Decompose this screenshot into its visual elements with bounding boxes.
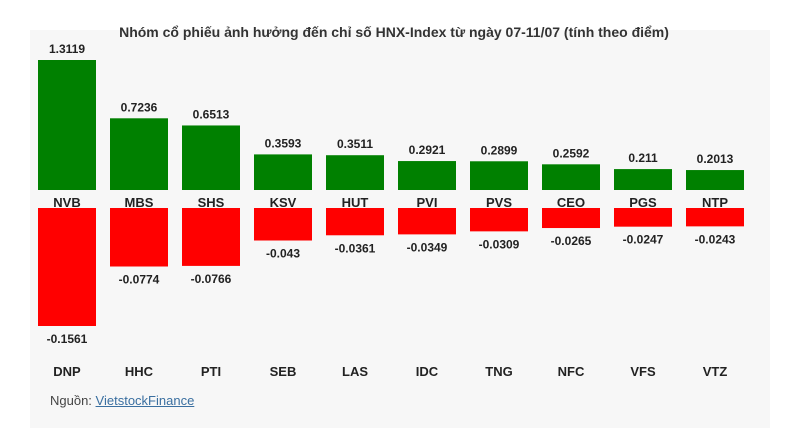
positive-bar <box>182 125 240 190</box>
positive-value-label: 0.211 <box>628 151 658 165</box>
negative-category-label: NFC <box>558 364 585 379</box>
positive-bar <box>38 60 96 190</box>
positive-category-label: PGS <box>629 195 657 210</box>
negative-category-label: DNP <box>53 364 81 379</box>
negative-category-label: TNG <box>485 364 512 379</box>
positive-bar <box>686 170 744 190</box>
negative-category-label: PTI <box>201 364 221 379</box>
source-line: Nguồn: VietstockFinance <box>50 393 194 408</box>
negative-bar <box>542 208 600 229</box>
negative-bar <box>182 208 240 266</box>
positive-bar <box>542 164 600 190</box>
positive-category-label: NTP <box>702 195 728 210</box>
positive-bar <box>326 155 384 190</box>
negative-value-label: -0.0309 <box>479 237 520 251</box>
negative-category-label: VFS <box>630 364 656 379</box>
positive-category-label: CEO <box>557 195 585 210</box>
negative-category-label: HHC <box>125 364 154 379</box>
negative-value-label: -0.043 <box>266 247 300 261</box>
positive-bar <box>614 169 672 190</box>
negative-value-label: -0.0349 <box>407 240 448 254</box>
negative-value-label: -0.0361 <box>335 241 376 255</box>
positive-category-label: PVS <box>486 195 512 210</box>
negative-value-label: -0.0774 <box>119 273 160 287</box>
positive-value-label: 0.2899 <box>481 143 518 157</box>
negative-bar <box>254 208 312 241</box>
negative-value-label: -0.0766 <box>191 272 232 286</box>
positive-value-label: 0.7236 <box>121 100 158 114</box>
positive-category-label: MBS <box>125 195 154 210</box>
negative-value-label: -0.0247 <box>623 233 664 247</box>
negative-bar <box>110 208 168 267</box>
positive-bar <box>398 161 456 190</box>
positive-bar <box>110 118 168 190</box>
negative-category-label: VTZ <box>703 364 728 379</box>
negative-bar <box>614 208 672 227</box>
negative-category-label: IDC <box>416 364 439 379</box>
positive-value-label: 0.6513 <box>193 107 230 121</box>
positive-category-label: KSV <box>270 195 297 210</box>
negative-category-label: LAS <box>342 364 368 379</box>
positive-category-label: HUT <box>342 195 369 210</box>
negative-bar <box>686 208 744 227</box>
positive-category-label: SHS <box>198 195 225 210</box>
chart-title: Nhóm cổ phiếu ảnh hưởng đến chỉ số HNX-I… <box>119 24 669 40</box>
positive-value-label: 0.2013 <box>697 152 734 166</box>
positive-value-label: 0.2592 <box>553 146 590 160</box>
positive-value-label: 0.3511 <box>337 137 373 151</box>
positive-category-label: PVI <box>417 195 438 210</box>
positive-category-label: NVB <box>53 195 80 210</box>
negative-category-label: SEB <box>270 364 297 379</box>
source-link[interactable]: VietstockFinance <box>95 393 195 408</box>
positive-value-label: 0.2921 <box>409 143 446 157</box>
negative-value-label: -0.0243 <box>695 232 736 246</box>
negative-value-label: -0.1561 <box>47 332 88 346</box>
negative-bar <box>38 208 96 326</box>
positive-bar <box>470 161 528 190</box>
negative-value-label: -0.0265 <box>551 234 592 248</box>
negative-bar <box>326 208 384 236</box>
positive-value-label: 0.3593 <box>265 136 302 150</box>
negative-bar <box>398 208 456 235</box>
positive-bar <box>254 154 312 190</box>
negative-bar <box>470 208 528 232</box>
source-label: Nguồn: <box>50 393 92 408</box>
positive-value-label: 1.3119 <box>49 42 85 56</box>
